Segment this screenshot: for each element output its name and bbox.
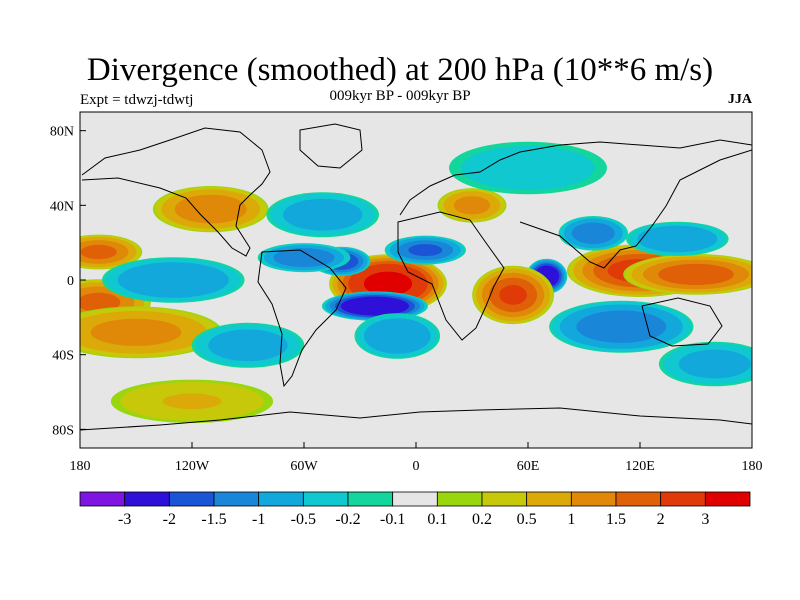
colorbar-swatch [704,491,751,507]
plot-title: Divergence (smoothed) at 200 hPa (10**6 … [86,52,714,88]
lat-tick-label: 40N [50,199,74,214]
field-contour-9-4 [581,227,605,240]
lon-tick-label: 120W [175,459,210,474]
field-contour-19-4 [382,328,412,344]
colorbar: -3 -2 -1.5 -1 -0.5 -0.2 -0.1 0.1 0.2 0.5 1 1.5 2 3 [79,491,751,528]
lat-tick-label: 80S [52,423,74,438]
colorbar-label: 0.2 [472,511,492,528]
field-contour-11-5 [84,246,114,258]
field-contour-21-3 [695,356,735,372]
colorbar-swatch [79,491,126,507]
longitude-axis: 180 120W 60W 0 60E 120E 180 [70,442,763,474]
colorbar-swatch [526,491,572,507]
colorbar-label: 0.1 [427,511,447,528]
field-contour-22-2 [498,158,558,178]
colorbar-label: -3 [118,511,131,528]
field-contour-15-4 [148,272,198,288]
lon-tick-label: 0 [413,459,420,474]
colorbar-swatch [258,491,304,507]
field-contour-14-4 [191,201,231,217]
field-contour-20-3 [228,337,268,354]
colorbar-label: -1.5 [201,511,226,528]
season-label: JJA [727,92,752,107]
lon-tick-label: 120E [625,459,655,474]
colorbar-label: -1 [252,511,265,528]
coast-greenland [299,123,363,169]
colorbar-label: -0.1 [380,511,405,528]
colorbar-swatch [615,491,662,507]
lon-tick-label: 180 [70,459,91,474]
lon-tick-label: 60W [290,459,318,474]
colorbar-swatch [302,491,349,507]
colorbar-label: -0.5 [291,511,316,528]
colorbar-swatch [168,491,215,507]
coast-europe [399,139,752,216]
coast-africa [397,211,505,341]
field-contour-17-4 [460,199,484,212]
colorbar-swatch [213,491,260,507]
colorbar-swatch [481,491,528,507]
colorbar-swatch [347,491,394,507]
coast-antarctica [80,407,752,431]
colorbar-label: 2 [657,511,665,528]
field-contour-3-5 [288,252,320,263]
field-contour-16-4 [596,317,646,336]
field-contour-0-7 [368,273,408,294]
field-contour-23-3 [162,393,222,410]
field-contour-5-5 [411,245,439,256]
coast-asia [519,149,752,269]
experiment-label: Expt = tdwzj-tdwtj [80,92,194,108]
coast-australia [641,297,723,347]
colorbar-label: 1 [567,511,575,528]
colorbar-swatch [392,491,438,507]
colorbar-swatch [570,491,617,507]
field-contour-13-4 [106,323,166,342]
field-contour-12-5 [81,294,117,311]
field-contour-6-6 [499,285,527,305]
coastlines [80,123,752,431]
coast-north-america [81,127,271,257]
lon-tick-label: 180 [742,459,763,474]
field-contour-8-5 [671,267,721,282]
lon-tick-label: 60E [517,459,540,474]
colorbar-swatch [436,491,483,507]
lat-tick-label: 80N [50,125,74,140]
field-contour-18-3 [303,206,343,223]
coast-south-america [257,249,347,388]
lat-tick-label: 0 [67,274,74,289]
colorbar-swatch [124,491,170,507]
field-contour-1-7 [357,301,393,311]
latitude-axis: 80N 40N 0 40S 80S [50,125,86,438]
colorbar-label: 1.5 [606,511,626,528]
colorbar-label: 3 [701,511,709,528]
field-contour-10-4 [659,233,695,245]
lat-tick-label: 40S [52,349,74,364]
colorbar-label: -2 [163,511,176,528]
colorbar-swatch [660,491,706,507]
plot-subtitle: 009kyr BP - 009kyr BP [329,88,471,104]
colorbar-label: -0.2 [335,511,360,528]
colorbar-label: 0.5 [517,511,537,528]
